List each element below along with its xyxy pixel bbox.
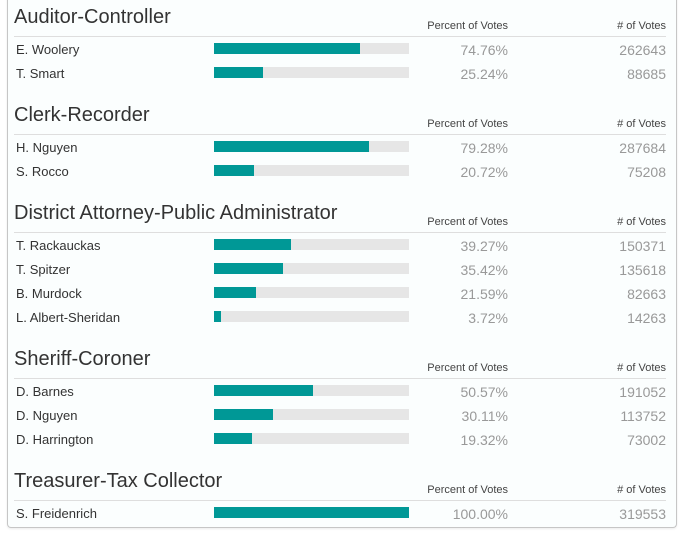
race-title: Treasurer-Tax Collector — [14, 470, 223, 492]
candidate-name: E. Woolery — [16, 42, 80, 57]
vote-bar — [214, 67, 409, 78]
number-of-votes: 14263 — [627, 310, 666, 326]
vote-bar — [214, 507, 409, 518]
percent-of-votes: 74.76% — [460, 42, 508, 58]
candidate-row: T. Spitzer 35.42% 135618 — [14, 257, 666, 281]
vote-bar-fill — [214, 287, 257, 298]
race-header: District Attorney-Public Administrator Pe… — [14, 192, 666, 233]
race-section: Auditor-Controller Percent of Votes # of V… — [14, 0, 666, 85]
race-header: Sheriff-Coroner Percent of Votes # of Vote… — [14, 338, 666, 379]
candidate-name: D. Harrington — [16, 432, 94, 447]
number-of-votes: 82663 — [627, 286, 666, 302]
percent-of-votes: 3.72% — [468, 310, 508, 326]
percent-of-votes: 35.42% — [460, 262, 508, 278]
candidate-row: S. Freidenrich 100.00% 319553 — [14, 501, 666, 525]
percent-column-header: Percent of Votes — [427, 484, 508, 496]
race-title: Clerk-Recorder — [14, 104, 150, 126]
candidate-name: D. Nguyen — [16, 408, 78, 423]
candidate-name: L. Albert-Sheridan — [16, 310, 121, 325]
vote-bar-fill — [214, 141, 369, 152]
vote-bar-fill — [214, 165, 255, 176]
vote-bar — [214, 239, 409, 250]
number-of-votes: 191052 — [619, 384, 666, 400]
number-of-votes: 113752 — [620, 408, 666, 424]
vote-bar-fill — [214, 433, 252, 444]
race-header: Auditor-Controller Percent of Votes # of V… — [14, 0, 666, 37]
race-section: Clerk-Recorder Percent of Votes # of Votes… — [14, 94, 666, 183]
race-title: Auditor-Controller — [14, 6, 171, 28]
percent-column-header: Percent of Votes — [427, 216, 508, 228]
percent-of-votes: 21.59% — [460, 286, 508, 302]
vote-bar — [214, 43, 409, 54]
vote-bar-fill — [214, 263, 284, 274]
candidate-row: L. Albert-Sheridan 3.72% 14263 — [14, 305, 666, 329]
vote-bar — [214, 311, 409, 322]
percent-of-votes: 50.57% — [460, 384, 508, 400]
percent-column-header: Percent of Votes — [427, 20, 508, 32]
percent-of-votes: 19.32% — [460, 432, 508, 448]
percent-of-votes: 100.00% — [452, 506, 508, 522]
candidate-row: T. Rackauckas 39.27% 150371 — [14, 233, 666, 257]
votes-column-header: # of Votes — [617, 216, 666, 228]
vote-bar — [214, 141, 409, 152]
candidate-row: B. Murdock 21.59% 82663 — [14, 281, 666, 305]
candidate-name: T. Smart — [16, 66, 65, 81]
votes-column-header: # of Votes — [617, 118, 666, 130]
race-header: Clerk-Recorder Percent of Votes # of Votes — [14, 94, 666, 135]
number-of-votes: 88685 — [627, 66, 666, 82]
candidate-name: S. Freidenrich — [16, 506, 97, 521]
percent-of-votes: 25.24% — [460, 66, 508, 82]
percent-of-votes: 79.28% — [460, 140, 508, 156]
vote-bar — [214, 433, 409, 444]
race-section: District Attorney-Public Administrator Pe… — [14, 192, 666, 329]
candidate-name: H. Nguyen — [16, 140, 78, 155]
vote-bar-fill — [214, 43, 360, 54]
number-of-votes: 73002 — [627, 432, 666, 448]
number-of-votes: 135618 — [619, 262, 666, 278]
candidate-row: D. Nguyen 30.11% 113752 — [14, 403, 666, 427]
candidate-row: T. Smart 25.24% 88685 — [14, 61, 666, 85]
vote-bar — [214, 409, 409, 420]
percent-of-votes: 20.72% — [460, 164, 508, 180]
race-section: Treasurer-Tax Collector Percent of Votes #… — [14, 460, 666, 525]
candidate-name: T. Spitzer — [16, 262, 71, 277]
candidate-row: E. Woolery 74.76% 262643 — [14, 37, 666, 61]
number-of-votes: 75208 — [627, 164, 666, 180]
votes-column-header: # of Votes — [617, 20, 666, 32]
candidate-row: D. Barnes 50.57% 191052 — [14, 379, 666, 403]
vote-bar-fill — [214, 507, 409, 518]
vote-bar-fill — [214, 385, 313, 396]
candidate-name: D. Barnes — [16, 384, 74, 399]
percent-column-header: Percent of Votes — [427, 118, 508, 130]
vote-bar-fill — [214, 311, 222, 322]
candidate-row: D. Harrington 19.32% 73002 — [14, 427, 666, 451]
vote-bar — [214, 165, 409, 176]
race-section: Sheriff-Coroner Percent of Votes # of Vote… — [14, 338, 666, 451]
results-panel: Auditor-Controller Percent of Votes # of V… — [7, 0, 677, 528]
candidate-row: H. Nguyen 79.28% 287684 — [14, 135, 666, 159]
votes-column-header: # of Votes — [617, 484, 666, 496]
percent-of-votes: 30.11% — [461, 408, 508, 424]
candidate-name: S. Rocco — [16, 164, 69, 179]
candidate-row: S. Rocco 20.72% 75208 — [14, 159, 666, 183]
number-of-votes: 287684 — [619, 140, 666, 156]
vote-bar-fill — [214, 409, 273, 420]
race-title: Sheriff-Coroner — [14, 348, 151, 370]
percent-column-header: Percent of Votes — [427, 362, 508, 374]
number-of-votes: 319553 — [619, 506, 666, 522]
votes-column-header: # of Votes — [617, 362, 666, 374]
vote-bar — [214, 287, 409, 298]
candidate-name: B. Murdock — [16, 286, 82, 301]
vote-bar-fill — [214, 67, 264, 78]
race-title: District Attorney-Public Administrator — [14, 202, 338, 224]
candidate-name: T. Rackauckas — [16, 238, 101, 253]
race-header: Treasurer-Tax Collector Percent of Votes #… — [14, 460, 666, 501]
number-of-votes: 150371 — [619, 238, 666, 254]
vote-bar-fill — [214, 239, 291, 250]
number-of-votes: 262643 — [619, 42, 666, 58]
vote-bar — [214, 263, 409, 274]
percent-of-votes: 39.27% — [460, 238, 508, 254]
vote-bar — [214, 385, 409, 396]
